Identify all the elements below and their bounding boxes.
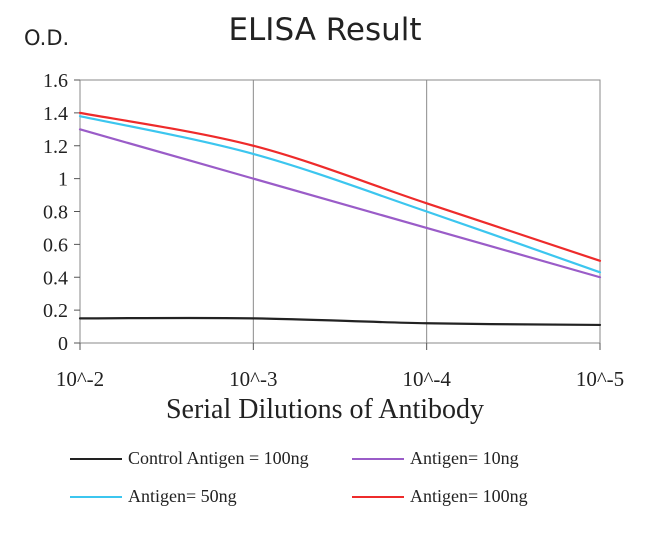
legend-item-control: Control Antigen = 100ng [70,448,309,469]
series-line-control [78,316,602,327]
x-tick-label: 10^-4 [402,367,451,391]
legend-swatch-50ng [70,495,122,498]
y-axis-label: O.D. [24,26,70,50]
legend-label-50ng: Antigen= 50ng [128,486,237,506]
y-tick-label: 0.2 [43,300,68,322]
legend-swatch-10ng [352,457,404,460]
legend-label-control: Control Antigen = 100ng [128,448,309,468]
y-tick-label: 1.2 [43,136,68,158]
y-tick-label: 0.6 [43,234,68,256]
chart-title: ELISA Result [228,12,422,48]
legend: Control Antigen = 100ng Antigen= 10ng An… [70,448,630,528]
x-tick-label: 10^-5 [576,367,624,391]
series-line-10ng [78,128,602,279]
x-axis-label: Serial Dilutions of Antibody [165,394,485,425]
legend-swatch-control [70,457,122,460]
y-tick-label: 1 [58,169,68,191]
series-line-100ng [78,111,602,262]
y-tick-label: 0.4 [43,267,68,289]
y-tick-label: 1.6 [43,70,68,92]
legend-item-10ng: Antigen= 10ng [352,448,519,469]
legend-item-100ng: Antigen= 100ng [352,486,528,507]
x-tick-label: 10^-3 [229,367,277,391]
legend-label-100ng: Antigen= 100ng [410,486,528,506]
series-line-50ng [78,115,602,274]
plot-border [79,79,601,344]
y-tick-label: 0 [58,333,68,355]
legend-swatch-100ng [352,495,404,498]
legend-label-10ng: Antigen= 10ng [410,448,519,468]
legend-item-50ng: Antigen= 50ng [70,486,237,507]
x-tick-label: 10^-2 [56,367,104,391]
y-tick-label: 0.8 [43,202,68,224]
y-tick-label: 1.4 [43,103,68,125]
